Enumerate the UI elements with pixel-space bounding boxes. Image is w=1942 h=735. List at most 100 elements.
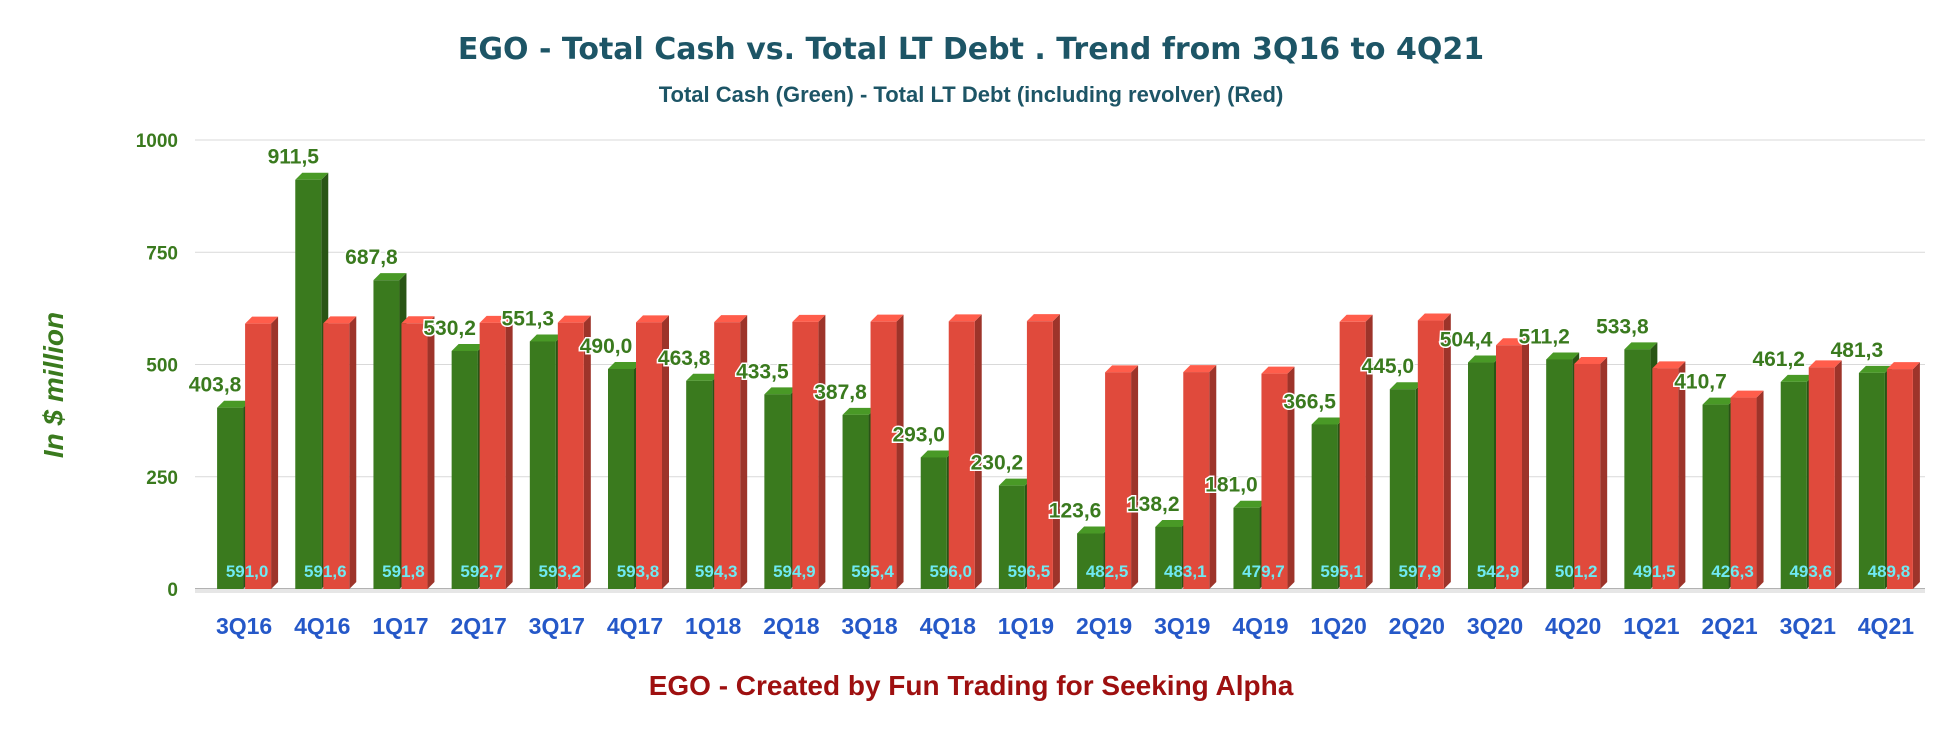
debt-bar-top <box>1496 338 1529 346</box>
cash-bar-top <box>1233 500 1267 508</box>
debt-bar-top <box>792 314 826 322</box>
debt-bar-top <box>1183 365 1217 373</box>
x-tick-label: 1Q20 <box>1311 613 1367 639</box>
debt-bar-side <box>505 315 513 589</box>
debt-bar <box>1261 373 1288 589</box>
debt-bar <box>557 322 584 589</box>
cash-bar <box>608 368 634 589</box>
x-tick-label: 1Q17 <box>372 613 428 639</box>
debt-value-label: 489,8 <box>1868 562 1911 581</box>
cash-value-label: 181,0 <box>1205 474 1258 497</box>
cash-bar-top <box>920 450 954 458</box>
cash-value-label: 461,2 <box>1752 348 1805 371</box>
debt-bar <box>1496 345 1522 589</box>
debt-bar-side <box>1443 313 1451 589</box>
cash-bar-top <box>1311 417 1345 425</box>
debt-bar-side <box>1365 314 1373 589</box>
debt-bar-side <box>1052 314 1060 589</box>
cash-value-label: 366,5 <box>1283 390 1336 413</box>
cash-bar <box>764 394 791 589</box>
cash-bar-top <box>1702 397 1736 405</box>
x-tick-label: 4Q21 <box>1858 613 1914 639</box>
x-tick-label: 4Q20 <box>1545 613 1601 639</box>
cash-value-label: 123,6 <box>1049 500 1102 523</box>
cash-value-label: 533,8 <box>1596 315 1649 338</box>
chart-title: EGO - Total Cash vs. Total LT Debt . Tre… <box>457 32 1485 67</box>
cash-bar <box>295 179 322 589</box>
debt-bar-side <box>349 316 357 589</box>
debt-bar-side <box>662 315 669 589</box>
cash-bar <box>373 280 400 589</box>
debt-value-label: 594,3 <box>695 562 738 581</box>
debt-value-label: 426,3 <box>1711 562 1754 581</box>
debt-bar-side <box>1600 356 1608 589</box>
cash-bar-top <box>295 172 329 180</box>
debt-bar-top <box>1886 362 1920 370</box>
debt-value-label: 501,2 <box>1555 562 1598 581</box>
cash-value-label: 463,8 <box>658 347 711 370</box>
cash-bar-top <box>842 407 876 415</box>
debt-bar-top <box>245 316 279 324</box>
cash-bar-top <box>1468 355 1501 363</box>
debt-bar <box>1026 321 1053 589</box>
debt-value-label: 596,5 <box>1008 562 1051 581</box>
cash-bar <box>1233 507 1260 589</box>
cash-bar-top <box>373 273 407 281</box>
debt-bar-side <box>1522 338 1529 589</box>
cash-value-label: 230,2 <box>971 452 1024 475</box>
x-tick-label: 1Q19 <box>998 613 1054 639</box>
y-tick-label: 1000 <box>136 131 178 152</box>
debt-bar <box>1105 372 1132 589</box>
debt-value-label: 594,9 <box>773 562 816 581</box>
x-tick-label: 1Q18 <box>685 613 741 639</box>
cash-bar-top <box>686 373 720 381</box>
cash-bar-top <box>217 400 251 408</box>
debt-bar-top <box>1261 366 1295 374</box>
debt-bar <box>1339 321 1366 589</box>
cash-bar-top <box>1780 374 1814 382</box>
cash-bar-top <box>764 387 798 395</box>
x-tick-label: 2Q20 <box>1389 613 1445 639</box>
y-tick-label: 750 <box>146 243 178 264</box>
cash-bar <box>1702 404 1729 589</box>
debt-value-label: 491,5 <box>1633 562 1676 581</box>
debt-bar-top <box>479 315 513 323</box>
footer-credit: EGO - Created by Fun Trading for Seeking… <box>648 670 1294 701</box>
debt-bar <box>1808 367 1835 589</box>
cash-bar <box>920 457 947 589</box>
cash-bar-top <box>1858 365 1892 373</box>
cash-bar <box>451 350 478 589</box>
cash-bar <box>1468 362 1494 589</box>
debt-bar-side <box>1131 365 1139 589</box>
cash-bar-top <box>1077 526 1111 534</box>
debt-bar <box>714 322 741 589</box>
chart-floor <box>195 589 1925 593</box>
debt-value-label: 591,0 <box>226 562 269 581</box>
debt-bar <box>245 323 272 589</box>
debt-bar-top <box>1339 314 1373 322</box>
debt-bar <box>870 321 897 589</box>
cash-value-label: 490,0 <box>580 335 633 358</box>
debt-bar <box>479 322 506 589</box>
debt-value-label: 479,7 <box>1242 562 1285 581</box>
cash-bar-top <box>1624 342 1658 350</box>
cash-value-label: 530,2 <box>423 317 476 340</box>
cash-bar <box>686 380 713 589</box>
cash-value-label: 138,2 <box>1127 493 1180 516</box>
x-tick-label: 4Q17 <box>607 613 663 639</box>
cash-bar <box>1780 381 1807 589</box>
debt-value-label: 593,8 <box>617 562 660 581</box>
debt-bar-top <box>1730 390 1764 398</box>
cash-bar <box>1858 372 1885 589</box>
debt-bar-top <box>870 314 904 322</box>
cash-bar <box>1546 359 1573 589</box>
cash-bar-top <box>1155 519 1189 527</box>
debt-bar <box>1183 372 1210 589</box>
debt-bar <box>323 323 350 589</box>
x-tick-label: 1Q21 <box>1623 613 1679 639</box>
debt-bar <box>1730 397 1757 589</box>
debt-bar-side <box>1912 362 1920 589</box>
debt-value-label: 493,6 <box>1789 562 1832 581</box>
debt-bar-side <box>818 314 826 589</box>
